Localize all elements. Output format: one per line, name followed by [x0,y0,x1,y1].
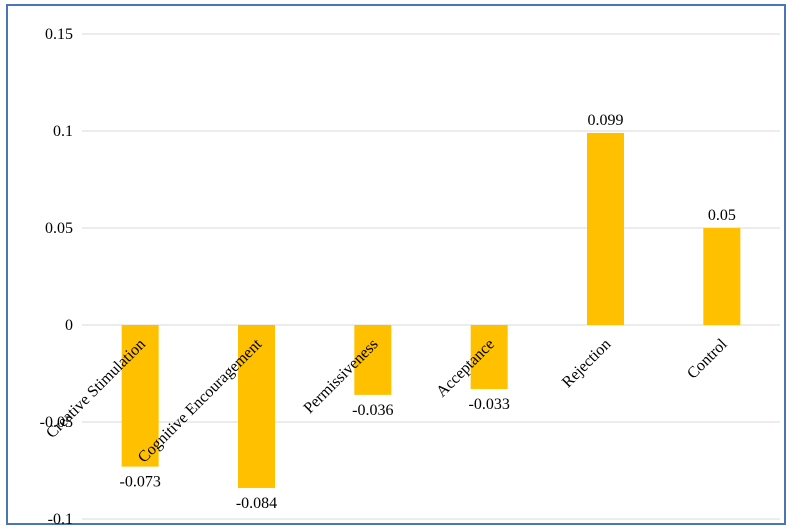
bar [470,325,508,390]
gridlines [82,33,780,520]
bar [587,132,624,325]
data-label: -0.036 [352,402,393,419]
data-label: 0.099 [588,112,624,129]
category-label: Rejection [559,336,614,391]
category-label: Control [684,335,731,382]
data-label: -0.084 [236,495,277,512]
bar [354,325,392,395]
y-tick-label: -0.1 [48,511,73,528]
y-tick-label: 0.15 [45,26,73,43]
y-tick-label: 0 [65,317,73,334]
data-label: 0.05 [708,207,736,224]
y-tick-label: -0.05 [40,414,73,431]
bars-group [121,132,741,488]
bar [703,228,741,325]
data-label: -0.073 [120,474,161,491]
bar [238,325,275,488]
y-axis-ticks: 0.15 0.1 0.05 0 -0.05 -0.1 [40,26,73,528]
bar [121,325,159,467]
data-labels-group: -0.073 -0.084 -0.036 -0.033 0.099 0.05 [120,112,736,512]
y-tick-label: 0.1 [53,123,73,140]
data-label: -0.033 [469,396,510,413]
y-tick-label: 0.05 [45,220,73,237]
